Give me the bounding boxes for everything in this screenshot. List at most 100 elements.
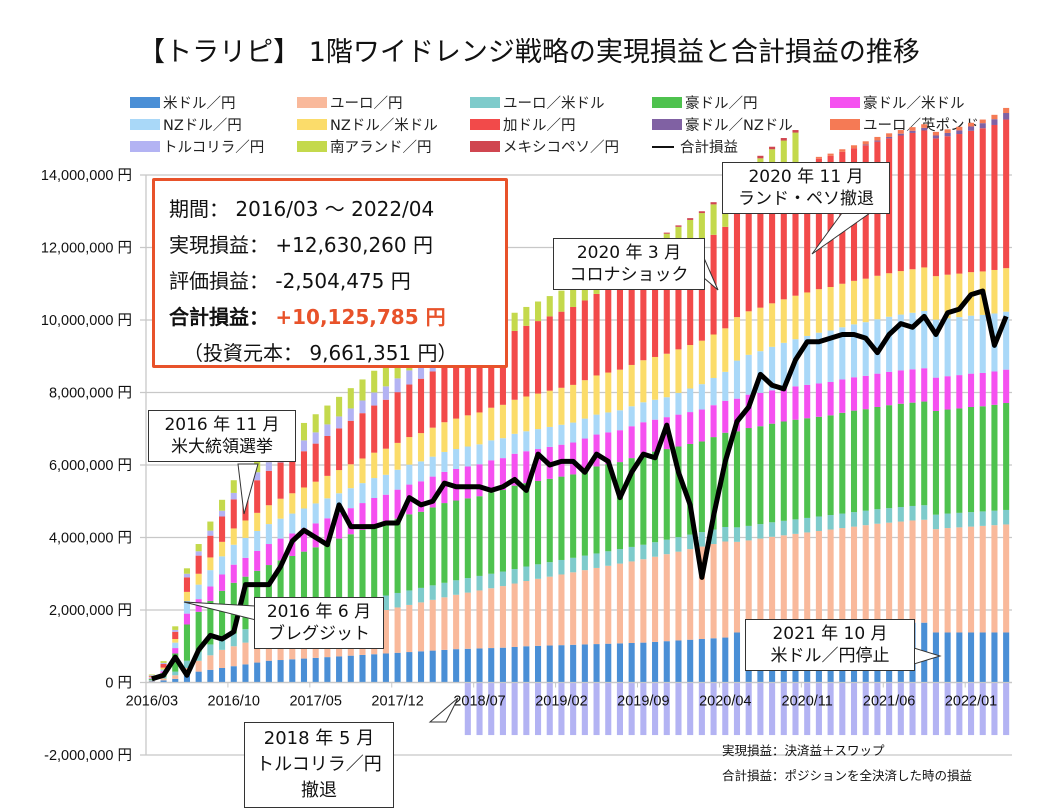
bar-nzdjpy [664,397,670,417]
bar-nzdusd [839,284,845,328]
bar-usdjpy [207,670,213,683]
bar-audnzd [933,135,939,138]
bar-eurgbp [886,133,892,137]
bar-nzdusd [734,317,740,361]
bar-eurjpy [863,525,869,624]
bar-cadjpy [441,364,447,422]
bar-nzdusd [535,394,541,430]
bar-eurusd [465,578,471,593]
bar-cadjpy [570,307,576,385]
bar-audjpy [371,526,377,599]
bar-audjpy [874,407,880,509]
bar-tryjpy [336,416,342,428]
bar-nzdusd [395,443,401,470]
bar-nzdjpy [687,389,693,413]
bar-audjpy [898,404,904,507]
bar-audjpy [453,501,459,581]
bar-eurjpy [921,520,927,623]
bar-audusd [465,466,471,498]
bar-eurusd [769,522,775,537]
bar-nzdusd [254,513,260,531]
bar-eurgbp [945,129,951,133]
bar-eurusd [535,564,541,579]
x-tick-label: 2016/03 [126,694,178,710]
bar-eurjpy [792,534,798,629]
bar-cadjpy [161,664,167,668]
bar-audnzd [898,134,904,136]
bar-audjpy [1003,403,1009,510]
bar-zarjpy [512,313,518,331]
bar-audjpy [359,530,365,601]
bar-eurusd [851,512,857,527]
y-tick-label: 0 円 [105,676,132,692]
bar-nzdjpy [371,478,377,498]
bar-nzdjpy [242,538,248,558]
bar-audjpy [816,417,822,517]
bar-eurjpy [804,532,810,628]
bar-cadjpy [746,199,752,311]
bar-audjpy [933,411,939,515]
bar-tryjpy [406,370,412,384]
bar-eurusd [734,527,740,542]
bar-nzdjpy [348,488,354,508]
bar-audjpy [406,514,412,590]
bar-eurusd [476,576,482,591]
bar-tryjpy [161,663,167,664]
bar-usdjpy [301,659,307,683]
bar-nzdjpy [722,372,728,401]
bar-audnzd [874,141,880,142]
bar-nzdjpy [219,556,225,574]
bar-usdjpy [558,645,564,682]
bar-audnzd [945,133,951,136]
bar-nzdjpy [254,531,260,551]
bar-nzdusd [711,335,717,379]
bar-usdjpy [465,649,471,683]
bar-eurjpy [945,528,951,632]
bar-audusd [371,498,377,526]
bar-eurusd [430,585,436,600]
bar-zarjpy [184,568,190,573]
bar-zarjpy [535,302,541,322]
bar-audjpy [395,519,401,593]
bar-nzdjpy [945,318,951,376]
bar-audjpy [184,625,190,661]
bar-audusd [851,377,857,410]
bar-nzdjpy [512,434,518,454]
bar-eurusd [699,532,705,547]
bar-eurjpy [523,581,529,646]
x-tick-label: 2017/05 [289,694,341,710]
bar-cadjpy [945,136,951,274]
bar-audjpy [640,454,646,545]
bar-audjpy [956,408,962,512]
bar-eurjpy [816,531,822,627]
bar-eurjpy [1003,524,1009,632]
bar-nzdjpy [711,378,717,405]
bar-eurusd [945,514,951,529]
bar-nzdjpy [500,438,506,458]
bar-eurusd [933,515,939,530]
bar-audjpy [476,496,482,576]
bar-eurjpy [395,607,401,652]
bar-audnzd [1003,113,1009,120]
bar-cadjpy [266,471,272,505]
bar-usdjpy [359,655,365,683]
bar-nzdjpy [430,457,436,477]
bar-cadjpy [582,300,588,380]
bar-cadjpy [336,428,342,470]
bar-nzdusd [336,470,342,493]
bar-nzdusd [909,269,915,313]
bar-mxnjpy [711,202,717,204]
bar-usdjpy [675,640,681,682]
bar-nzdusd [430,428,436,457]
bar-eurjpy [219,650,225,668]
period-label: 期間： [169,197,229,221]
bar-nzdjpy [734,361,740,399]
bar-nzdjpy [266,524,272,544]
bar-cadjpy [991,125,997,270]
bar-cadjpy [980,128,986,271]
bar-audusd [242,558,248,577]
bar-eurjpy [757,539,763,631]
bar-cadjpy [371,406,377,453]
y-tick-label: 2,000,000 円 [49,603,132,619]
bar-cadjpy [956,134,962,274]
